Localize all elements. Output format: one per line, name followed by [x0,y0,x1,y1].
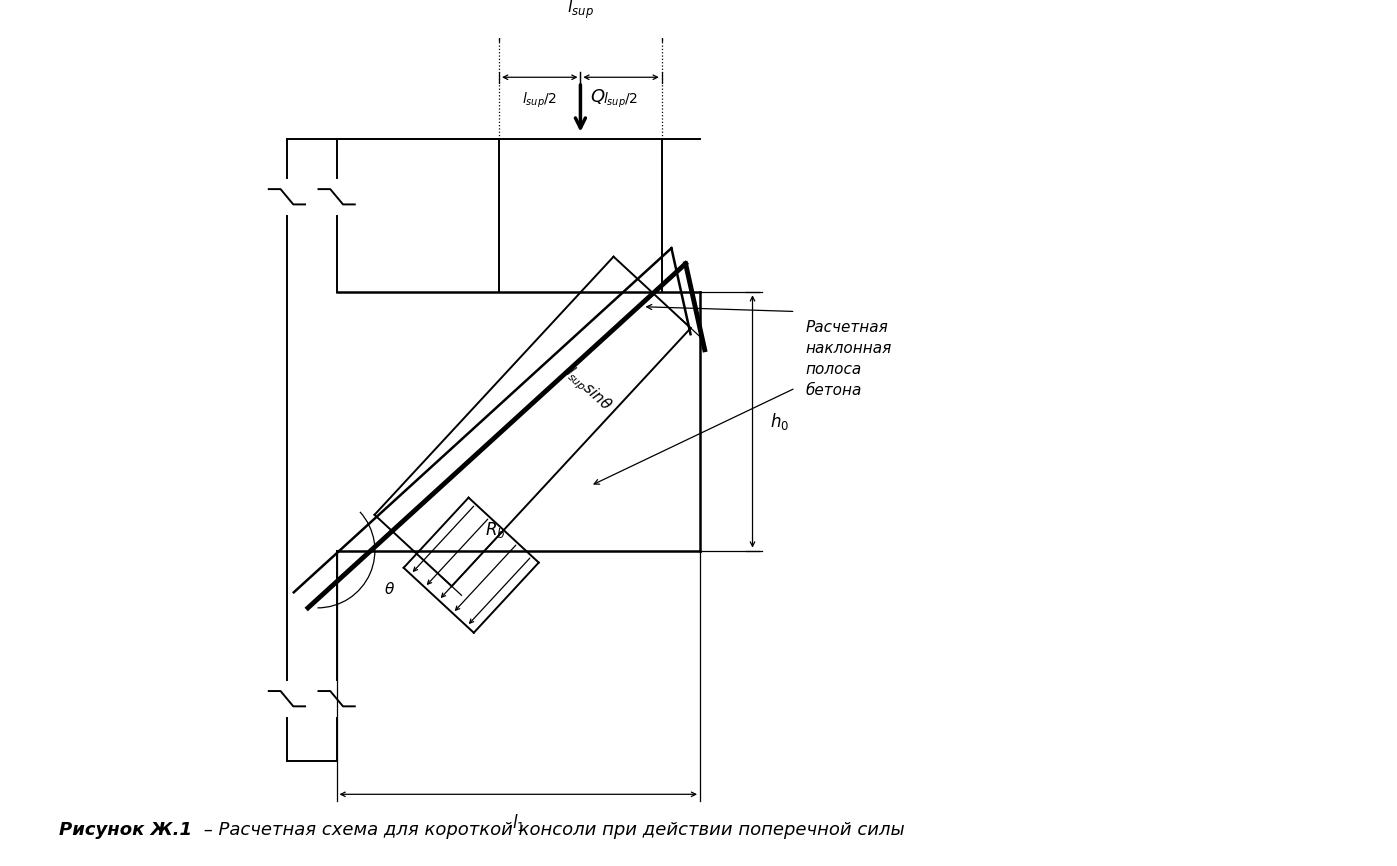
Text: Расчетная
наклонная
полоса
бетона: Расчетная наклонная полоса бетона [805,320,891,398]
Text: $l_1$: $l_1$ [511,811,525,832]
Text: Рисунок Ж.1: Рисунок Ж.1 [60,821,193,838]
Text: – Расчетная схема для короткой консоли при действии поперечной силы: – Расчетная схема для короткой консоли п… [198,821,905,838]
Text: $l_{sup}/2$: $l_{sup}/2$ [604,91,638,110]
Text: $l_{sup}/2$: $l_{sup}/2$ [522,91,557,110]
Text: $Q$: $Q$ [590,87,605,106]
Text: $R_b$: $R_b$ [485,520,506,540]
Text: $\theta$: $\theta$ [384,581,395,597]
Text: $l_{sup}$: $l_{sup}$ [567,0,594,21]
Text: $h_0$: $h_0$ [770,411,789,432]
Text: $l_{sup}sin\theta$: $l_{sup}sin\theta$ [560,363,616,417]
